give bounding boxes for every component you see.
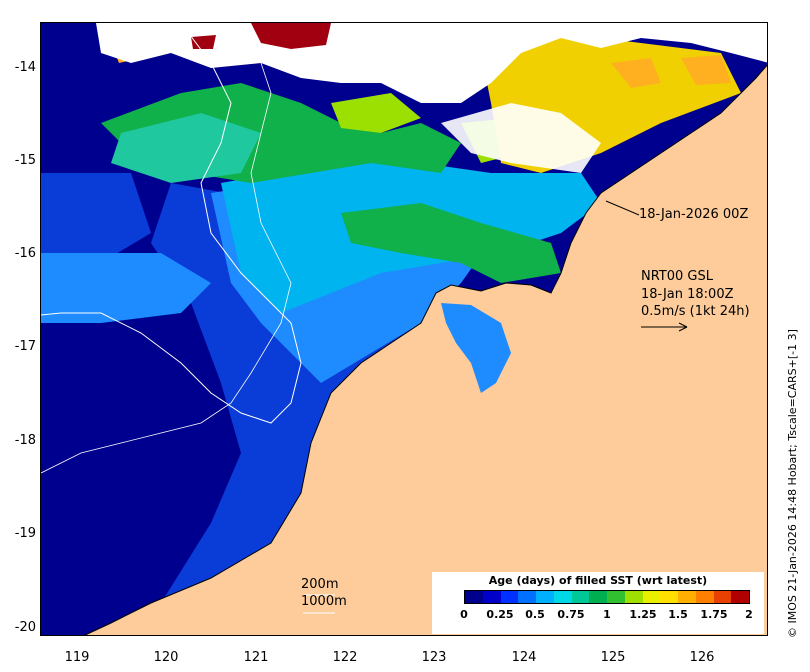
dark-red-patch — [251, 23, 331, 49]
colorbar-swatch — [536, 591, 554, 603]
colorbar-tick: 1.5 — [668, 608, 688, 621]
colorbar-tick: 0 — [460, 608, 468, 621]
sst-age-map — [41, 23, 767, 635]
swath-time-label: 18-Jan-2026 00Z — [639, 207, 749, 222]
current-source-label: NRT00 GSL — [641, 269, 713, 284]
teal-region — [111, 113, 261, 183]
dark-red-patch-2 — [191, 35, 216, 49]
colorbar-swatch — [731, 591, 749, 603]
colorbar-tick: 1.25 — [629, 608, 657, 621]
colorbar-title: Age (days) of filled SST (wrt latest) — [488, 574, 708, 587]
colorbar-swatch — [695, 591, 714, 603]
colorbar-swatch — [713, 591, 732, 603]
orange-patch-2 — [681, 55, 731, 85]
colorbar-swatch — [589, 591, 607, 603]
x-tick-label: 124 — [511, 650, 537, 665]
orange-patch-1 — [611, 58, 661, 88]
y-tick-label: -17 — [14, 339, 36, 354]
colorbar-swatch — [518, 591, 536, 603]
light-blue-strip — [41, 253, 211, 323]
colorbar-swatch — [500, 591, 519, 603]
mid-blue-west — [41, 173, 151, 273]
colorbar-swatch — [465, 591, 483, 603]
y-tick-label: -15 — [14, 153, 36, 168]
y-tick-label: -19 — [14, 526, 36, 541]
contour-200m — [41, 23, 302, 424]
colorbar-tick: 1.75 — [700, 608, 728, 621]
colorbar-tick: 0.75 — [557, 608, 585, 621]
y-tick-label: -20 — [14, 620, 36, 635]
contour-1000m — [41, 62, 292, 474]
swath-leader-line — [605, 200, 640, 216]
coastal-inlet — [441, 303, 511, 393]
x-tick-label: 121 — [243, 650, 269, 665]
current-scale-arrow-head — [678, 322, 688, 332]
land-mass — [85, 65, 767, 635]
current-scale-label: 0.5m/s (1kt 24h) — [641, 304, 750, 319]
colorbar-swatch — [642, 591, 661, 603]
colorbar-tick: 0.25 — [486, 608, 514, 621]
x-tick-label: 125 — [600, 650, 626, 665]
colorbar-gradient — [464, 590, 750, 604]
x-tick-label: 122 — [332, 650, 358, 665]
colorbar-tick: 2 — [745, 608, 753, 621]
coastline — [84, 64, 767, 635]
x-tick-label: 126 — [689, 650, 715, 665]
x-tick-label: 119 — [64, 650, 90, 665]
credit-text: © IMOS 21-Jan-2026 14:48 Hobart; Tscale=… — [786, 329, 799, 638]
colorbar-tick: 0.5 — [525, 608, 545, 621]
colorbar-swatch — [482, 591, 501, 603]
y-tick-label: -18 — [14, 433, 36, 448]
contour-1000m-label: 1000m — [301, 594, 347, 609]
x-tick-label: 120 — [153, 650, 179, 665]
green-region-south — [341, 203, 561, 283]
map-area[interactable]: 18-Jan-2026 00Z NRT00 GSL 18-Jan 18:00Z … — [40, 22, 768, 636]
colorbar-swatch — [660, 591, 678, 603]
colorbar-swatch — [624, 591, 643, 603]
lime-region — [331, 93, 421, 133]
colorbar-swatch — [607, 591, 625, 603]
age-colorbar: Age (days) of filled SST (wrt latest) 0 … — [432, 572, 764, 634]
colorbar-swatch — [571, 591, 590, 603]
colorbar-tick: 1 — [603, 608, 611, 621]
y-tick-label: -16 — [14, 246, 36, 261]
x-tick-label: 123 — [421, 650, 447, 665]
y-tick-label: -14 — [14, 60, 36, 75]
no-data-region-2 — [441, 103, 601, 173]
colorbar-swatch — [553, 591, 572, 603]
colorbar-swatch — [678, 591, 696, 603]
contour-200m-label: 200m — [301, 577, 339, 592]
current-time-label: 18-Jan 18:00Z — [641, 287, 734, 302]
